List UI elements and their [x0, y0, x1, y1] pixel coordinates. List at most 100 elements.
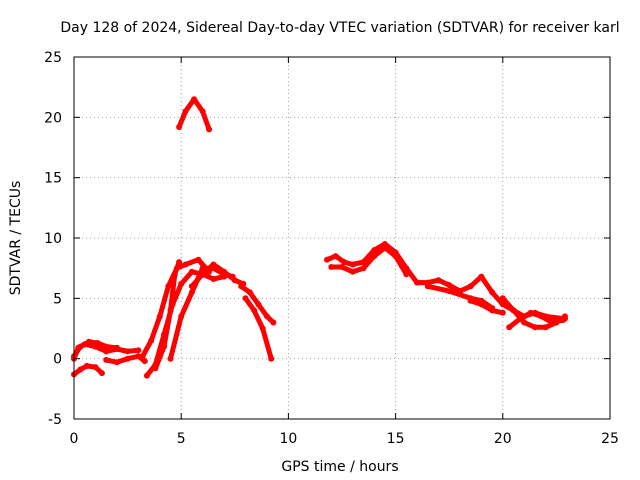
data-point: [152, 365, 159, 372]
data-point: [178, 280, 185, 287]
y-tick-label: 0: [53, 352, 62, 368]
data-point: [328, 264, 335, 270]
data-point: [341, 259, 348, 266]
data-point: [199, 271, 206, 278]
series-track-h: [167, 265, 236, 362]
series-track-g: [152, 259, 183, 372]
data-point: [143, 372, 150, 379]
data-point: [238, 283, 245, 290]
data-point: [221, 268, 228, 275]
data-point: [176, 124, 183, 130]
data-point: [77, 366, 84, 373]
x-tick-label: 20: [494, 431, 512, 447]
series-track-b: [71, 362, 105, 378]
data-point: [255, 301, 262, 308]
x-tick-label: 15: [387, 431, 405, 447]
data-point: [103, 356, 110, 363]
data-point: [98, 370, 105, 377]
data-point: [161, 343, 167, 350]
data-point: [324, 256, 330, 263]
data-point: [176, 259, 183, 266]
data-point: [188, 268, 195, 275]
data-point: [188, 283, 195, 290]
data-point: [549, 319, 556, 326]
data-point: [259, 325, 266, 332]
x-tick-label: 10: [279, 431, 297, 447]
data-point: [242, 295, 249, 302]
data-point: [113, 344, 120, 351]
data-point: [532, 324, 538, 331]
data-point: [156, 313, 163, 320]
data-point: [113, 359, 120, 366]
data-point: [231, 277, 238, 284]
data-point: [446, 282, 453, 289]
data-point: [103, 348, 110, 355]
data-point: [489, 289, 496, 296]
data-point: [178, 313, 185, 320]
data-point: [538, 313, 545, 320]
series-track-c: [71, 338, 120, 360]
x-tick-label: 5: [177, 431, 186, 447]
data-point: [499, 295, 506, 302]
data-point: [124, 348, 131, 355]
data-point: [371, 247, 378, 254]
series-line: [468, 298, 506, 316]
data-point: [92, 364, 99, 371]
y-tick-label: 10: [44, 231, 62, 247]
y-tick-label: 15: [44, 171, 62, 187]
data-point: [167, 355, 174, 362]
data-point: [199, 108, 206, 115]
data-point: [542, 324, 549, 331]
y-tick-label: 25: [44, 50, 62, 66]
data-point: [467, 283, 474, 290]
data-point: [171, 271, 178, 278]
data-series: [71, 96, 568, 379]
series-line: [243, 295, 274, 362]
data-point: [270, 319, 277, 326]
series-track-i: [188, 261, 247, 290]
data-point: [510, 307, 517, 314]
data-point: [517, 315, 523, 322]
data-point: [268, 355, 275, 362]
data-point: [195, 256, 202, 263]
data-point: [559, 317, 566, 324]
data-point: [206, 126, 213, 133]
data-point: [135, 347, 142, 354]
data-point: [478, 273, 485, 280]
data-point: [360, 265, 367, 272]
series-track-n: [328, 244, 410, 278]
series-track-s: [506, 309, 566, 331]
data-point: [349, 261, 356, 268]
data-point: [446, 288, 453, 295]
series-track-k: [242, 295, 275, 362]
data-point: [141, 358, 148, 365]
x-axis-label: GPS time / hours: [281, 459, 398, 475]
data-point: [371, 253, 378, 260]
x-tick-label: 0: [70, 431, 79, 447]
data-point: [210, 261, 217, 268]
data-point: [349, 268, 356, 275]
data-point: [182, 261, 189, 268]
data-point: [521, 319, 528, 326]
series-track-l: [176, 96, 213, 133]
data-point: [182, 108, 189, 115]
data-point: [332, 253, 339, 260]
data-point: [403, 271, 410, 278]
data-point: [77, 343, 84, 350]
y-tick-label: 5: [53, 291, 62, 307]
y-axis-label: SDTVAR / TECUs: [8, 181, 24, 296]
data-point: [135, 353, 142, 360]
data-point: [191, 96, 198, 103]
data-point: [86, 338, 92, 345]
data-point: [124, 355, 131, 362]
data-point: [210, 276, 217, 282]
x-tick-label: 25: [601, 431, 619, 447]
series-track-q: [467, 297, 506, 316]
data-point: [167, 307, 174, 314]
y-tick-label: -5: [48, 412, 62, 428]
data-point: [251, 307, 258, 314]
data-point: [148, 337, 155, 344]
chart-title: Day 128 of 2024, Sidereal Day-to-day VTE…: [60, 20, 619, 36]
data-point: [188, 289, 195, 296]
